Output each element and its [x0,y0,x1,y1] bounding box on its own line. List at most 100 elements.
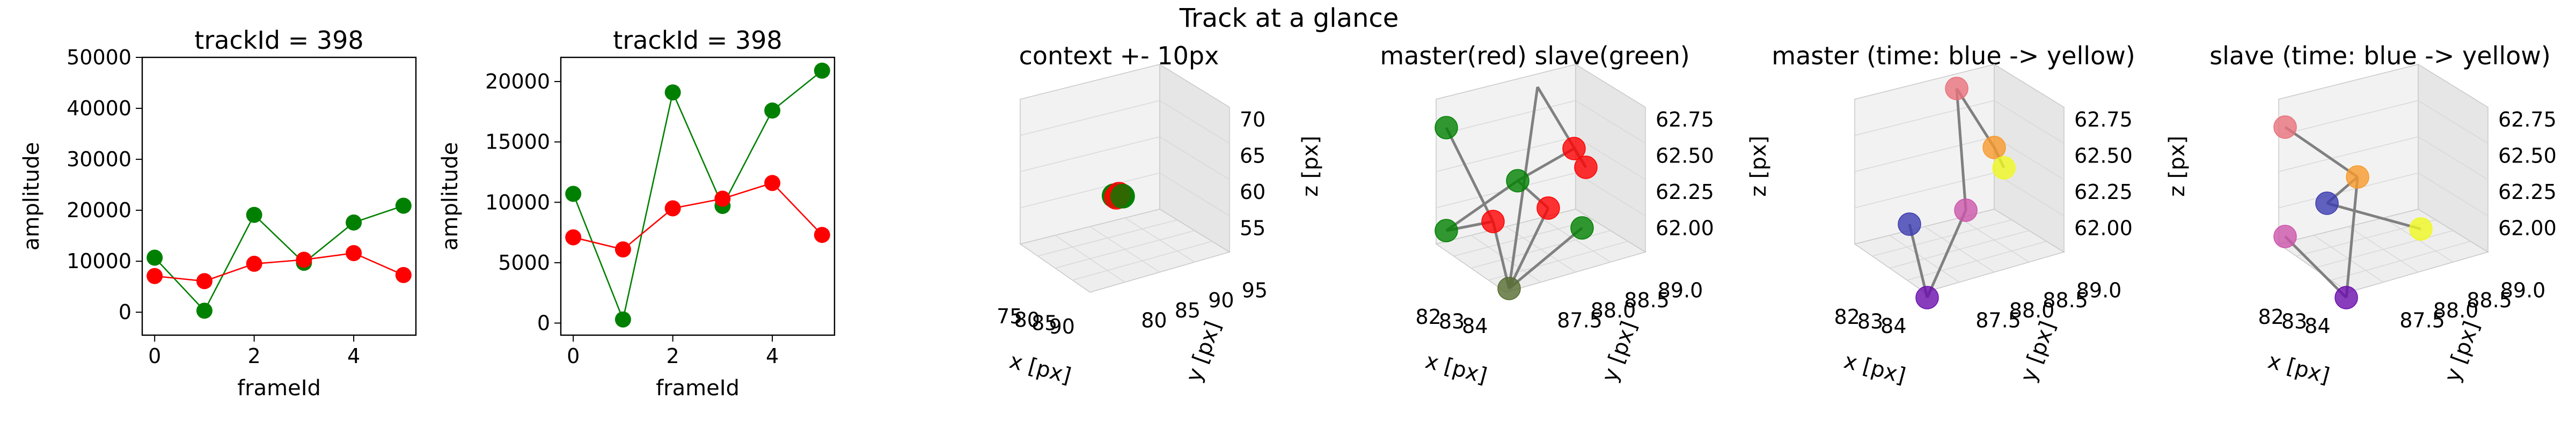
series-point [395,197,412,214]
track-link [1908,224,1929,298]
x-tick-label: 2 [248,344,261,368]
series-point [565,229,582,246]
series-line-1 [572,70,823,322]
z-tick-label: 70 [1240,108,1265,131]
z-axis-label: z [px] [1298,136,1323,197]
x-axis-label: frameId [656,376,740,401]
series-point [565,186,582,202]
grid-line [1907,241,2047,281]
grid-line [2278,100,2419,136]
grid-line [2313,230,2454,269]
chart-title: master (time: blue -> yellow) [1772,41,2135,70]
y-tick-label: 5000 [498,251,550,275]
series-point [764,102,781,119]
series-point [814,227,830,243]
z-tick-label: 62.25 [2074,180,2133,204]
data-point [1435,219,1458,242]
y-tick-label: 89.0 [2500,278,2546,302]
x-tick-label: 2 [667,344,679,368]
z-tick-label: 62.00 [2074,216,2133,240]
charts-layer: trackId = 398 0 2 4 0 10000 20000 30000 40000 500… [19,26,2557,401]
track-link [1955,88,1967,211]
x-tick-label: 75 [997,305,1022,328]
z-tick-label: 62.00 [1656,216,1714,240]
data-point [1506,169,1529,193]
y-tick-label: 20000 [485,70,550,93]
line-chart-2: trackId = 398 0 2 4 0 5000 10000 15000 20000 fram… [438,26,836,401]
track-link [2326,202,2421,231]
grid-line [1959,217,2030,263]
x-axis-label: x [px] [2265,349,2332,389]
grid-line [1159,100,1230,144]
z-axis-label: z [px] [2165,136,2190,197]
data-point [1110,184,1135,209]
grid-line [1159,136,1230,180]
grid-line [1540,217,1611,263]
data-point [1536,196,1560,220]
y-tick-label: 87.5 [2399,309,2445,332]
track-link [1926,209,1967,299]
grid-line [2278,172,2419,209]
data-point [1497,277,1521,300]
x-tick-label: 82 [2258,305,2284,329]
x-tick-label: 83 [2281,310,2307,334]
grid-line [1055,230,1195,269]
x-tick-label: 4 [766,344,779,368]
y-axis-label: y [px] [1181,318,1226,385]
series-point [196,273,213,290]
data-point [2273,115,2297,139]
data-point [1982,136,2006,159]
x-tick-label: 85 [1031,312,1057,335]
track-link [2284,125,2359,179]
track-link [2284,235,2347,299]
y-tick-label: 50000 [67,46,131,69]
y-tick-label: 88.0 [2433,299,2479,322]
data-point [2315,191,2339,215]
series-point [614,311,631,328]
y-tick-label: 89.0 [2076,278,2122,302]
line-chart-1: trackId = 398 0 2 4 0 10000 20000 30000 40000 500… [19,26,417,401]
grid-line [1020,136,1160,172]
series-point [664,200,681,217]
y-tick-label: 0 [537,311,550,335]
x-axis-label: x [px] [1007,349,1074,389]
grid-line [1854,136,1995,172]
z-tick-label: 62.50 [2074,144,2133,167]
series-point [296,252,312,268]
series-point [346,214,362,231]
z-tick-label: 60 [1240,180,1265,204]
track-link [1445,179,1519,232]
data-point [2346,165,2369,189]
z-axis-label: z [px] [1746,136,1771,197]
series-point [147,268,163,284]
x-axis-label: frameId [237,376,321,401]
y-tick-label: 88.0 [1591,299,1636,322]
y-axis-label: y [px] [2440,318,2484,385]
grid-line [1436,136,1576,172]
z-tick-label: 62.25 [2498,180,2557,204]
z-tick-label: 62.75 [1656,108,1714,131]
y-tick-label: 40000 [67,97,131,120]
plot-frame [560,56,836,336]
y-tick-label: 20000 [67,198,131,222]
grid-line [1994,136,2065,180]
y-tick-label: 88.5 [2043,289,2088,312]
y-tick-label: 0 [119,300,131,324]
x-tick-label: 83 [1439,310,1465,334]
track-link [1507,207,1550,290]
x-tick-label: 90 [1049,315,1075,338]
data-point [1898,212,1921,236]
y-axis-label: amplitude [19,142,44,250]
series-line-2 [573,182,823,250]
x-axis-label: x [px] [1423,349,1490,389]
grid-line [1854,100,1995,136]
grid-line [1889,230,2030,269]
grid-line [1854,172,1995,209]
series-point [246,255,262,272]
series-point [714,190,731,207]
grid-line [1020,100,1160,136]
z-tick-label: 62.75 [2074,108,2133,131]
grid-line [2331,241,2471,281]
grid-line [1575,172,1646,217]
